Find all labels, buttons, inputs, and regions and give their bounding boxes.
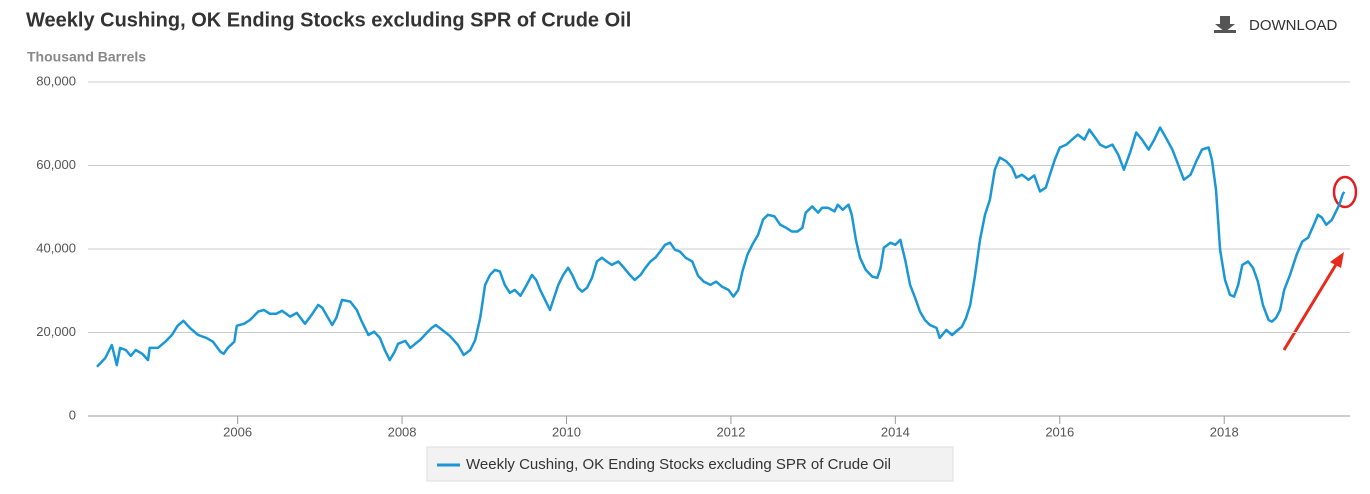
- x-tick-label: 2016: [1045, 424, 1074, 439]
- x-tick-label: 2008: [388, 424, 417, 439]
- annotation: [1282, 175, 1358, 351]
- x-tick-label: 2012: [716, 424, 745, 439]
- download-button[interactable]: DOWNLOAD: [1214, 16, 1338, 34]
- y-tick-label: 20,000: [36, 324, 76, 339]
- y-tick-label: 60,000: [36, 157, 76, 172]
- x-tick-label: 2006: [223, 424, 252, 439]
- download-label[interactable]: DOWNLOAD: [1249, 17, 1338, 34]
- legend-label: Weekly Cushing, OK Ending Stocks excludi…: [466, 456, 891, 473]
- legend: [426, 446, 954, 482]
- x-tick-label: 2010: [552, 424, 581, 439]
- y-tick-label: 40,000: [36, 240, 76, 255]
- y-tick-label: 0: [69, 407, 76, 422]
- x-tick-label: 2018: [1210, 424, 1239, 439]
- y-tick-label: 80,000: [36, 73, 76, 88]
- annotation-arrowhead: [1330, 252, 1344, 268]
- data-line: [96, 126, 1346, 368]
- x-tick-label: 2014: [881, 424, 910, 439]
- chart-title: Weekly Cushing, OK Ending Stocks excludi…: [26, 9, 631, 31]
- annotation-circle: [1332, 175, 1358, 209]
- download-icon: [1215, 16, 1235, 32]
- y-axis-label: Thousand Barrels: [27, 49, 146, 65]
- annotation-arrow: [1282, 257, 1342, 351]
